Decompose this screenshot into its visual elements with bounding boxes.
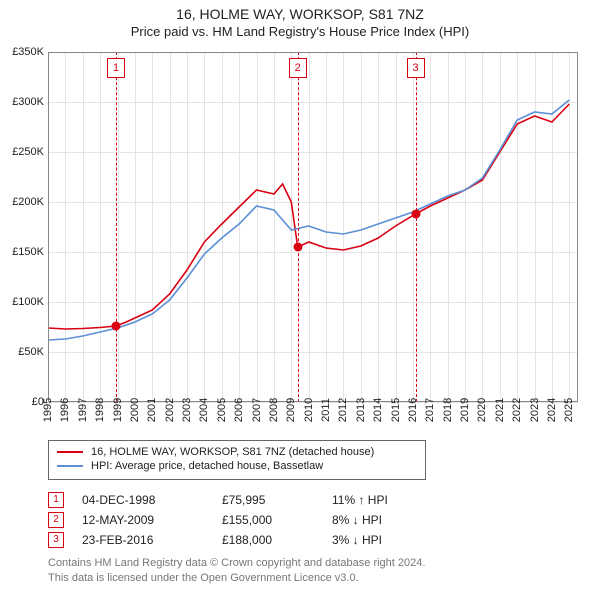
x-axis-label: 2000	[129, 398, 141, 422]
footer-attribution: Contains HM Land Registry data © Crown c…	[48, 556, 425, 586]
y-axis-label: £300K	[4, 96, 44, 108]
x-axis-label: 2009	[285, 398, 297, 422]
transaction-marker: 1	[48, 492, 64, 508]
x-axis-label: 2019	[459, 398, 471, 422]
marker-line-2	[298, 52, 299, 402]
footer-line2: This data is licensed under the Open Gov…	[48, 571, 425, 586]
x-axis-label: 2003	[181, 398, 193, 422]
x-axis-label: 2001	[146, 398, 158, 422]
transaction-date: 12-MAY-2009	[82, 513, 222, 527]
legend-swatch	[57, 451, 83, 453]
chart-subtitle: Price paid vs. HM Land Registry's House …	[0, 22, 600, 43]
y-axis-label: £350K	[4, 46, 44, 58]
x-axis-label: 2006	[233, 398, 245, 422]
series-hpi	[48, 100, 569, 340]
transaction-row: 1 04-DEC-1998£75,99511% ↑ HPI	[48, 490, 422, 510]
transaction-row: 3 23-FEB-2016£188,0003% ↓ HPI	[48, 530, 422, 550]
legend-item: HPI: Average price, detached house, Bass…	[57, 459, 417, 473]
chart-title: 16, HOLME WAY, WORKSOP, S81 7NZ	[0, 0, 600, 22]
legend-label: 16, HOLME WAY, WORKSOP, S81 7NZ (detache…	[91, 446, 374, 458]
marker-line-1	[116, 52, 117, 402]
x-axis-label: 2020	[476, 398, 488, 422]
marker-box-3: 3	[407, 58, 425, 78]
y-axis-label: £200K	[4, 196, 44, 208]
x-axis-label: 1996	[59, 398, 71, 422]
transaction-date: 23-FEB-2016	[82, 533, 222, 547]
marker-point-2	[293, 243, 302, 252]
x-axis-label: 1997	[77, 398, 89, 422]
transaction-delta: 8% ↓ HPI	[332, 513, 422, 527]
transaction-price: £155,000	[222, 513, 332, 527]
x-axis-label: 2022	[511, 398, 523, 422]
x-axis-label: 2007	[251, 398, 263, 422]
marker-box-1: 1	[107, 58, 125, 78]
chart-plot-area: 1 2 3	[48, 52, 578, 402]
x-axis-label: 1998	[94, 398, 106, 422]
transaction-price: £75,995	[222, 493, 332, 507]
y-axis-label: £50K	[4, 346, 44, 358]
series-price_paid	[48, 104, 569, 329]
transactions-table: 1 04-DEC-1998£75,99511% ↑ HPI 2 12-MAY-2009…	[48, 490, 422, 550]
transaction-date: 04-DEC-1998	[82, 493, 222, 507]
x-axis-label: 2016	[407, 398, 419, 422]
x-axis-label: 1999	[112, 398, 124, 422]
x-axis-label: 2023	[529, 398, 541, 422]
x-axis-label: 2011	[320, 398, 332, 422]
legend-item: 16, HOLME WAY, WORKSOP, S81 7NZ (detache…	[57, 445, 417, 459]
marker-box-2: 2	[289, 58, 307, 78]
x-axis-label: 2004	[198, 398, 210, 422]
x-axis-label: 2021	[494, 398, 506, 422]
marker-point-3	[411, 210, 420, 219]
transaction-marker: 2	[48, 512, 64, 528]
legend-box: 16, HOLME WAY, WORKSOP, S81 7NZ (detache…	[48, 440, 426, 480]
legend-swatch	[57, 465, 83, 467]
transaction-price: £188,000	[222, 533, 332, 547]
legend-label: HPI: Average price, detached house, Bass…	[91, 460, 323, 472]
x-axis-label: 2024	[546, 398, 558, 422]
y-axis-label: £150K	[4, 246, 44, 258]
y-axis-label: £250K	[4, 146, 44, 158]
x-axis-label: 1995	[42, 398, 54, 422]
y-axis-label: £100K	[4, 296, 44, 308]
x-axis-label: 2012	[337, 398, 349, 422]
marker-point-1	[112, 322, 121, 331]
x-axis-label: 2013	[355, 398, 367, 422]
x-axis-label: 2015	[390, 398, 402, 422]
x-axis-label: 2008	[268, 398, 280, 422]
y-axis-label: £0	[4, 396, 44, 408]
x-axis-label: 2014	[372, 398, 384, 422]
marker-line-3	[416, 52, 417, 402]
transaction-delta: 11% ↑ HPI	[332, 493, 422, 507]
x-axis-label: 2005	[216, 398, 228, 422]
transaction-row: 2 12-MAY-2009£155,0008% ↓ HPI	[48, 510, 422, 530]
x-axis-label: 2010	[303, 398, 315, 422]
transaction-delta: 3% ↓ HPI	[332, 533, 422, 547]
x-axis-label: 2018	[442, 398, 454, 422]
footer-line1: Contains HM Land Registry data © Crown c…	[48, 556, 425, 571]
transaction-marker: 3	[48, 532, 64, 548]
x-axis-label: 2025	[563, 398, 575, 422]
x-axis-label: 2002	[164, 398, 176, 422]
x-axis-label: 2017	[424, 398, 436, 422]
